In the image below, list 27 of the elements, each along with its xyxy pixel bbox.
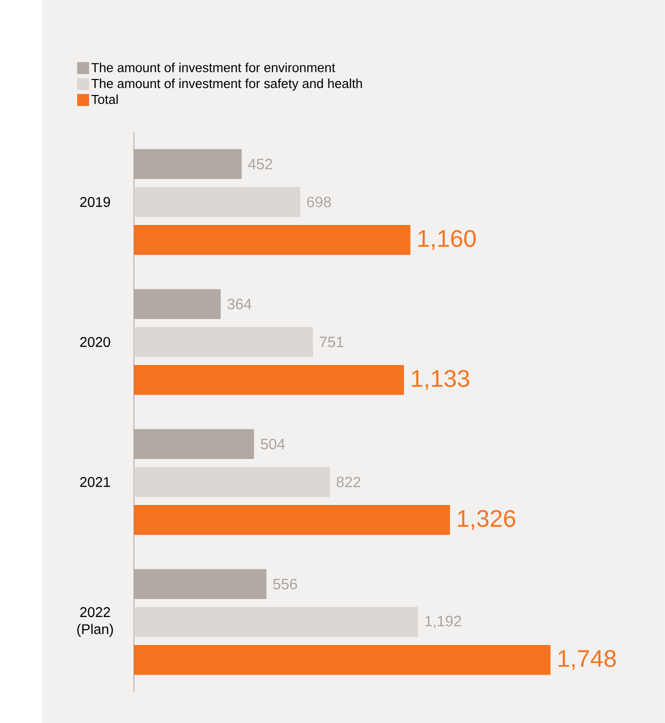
- y-tick-label: 2019: [80, 197, 110, 207]
- y-tick-label: 2022 (Plan): [77, 607, 113, 637]
- data-label: 504: [260, 438, 285, 450]
- data-label: 1,748: [558, 650, 616, 670]
- data-label: 1,192: [425, 616, 462, 628]
- data-label: 364: [227, 298, 252, 310]
- bar: [134, 644, 551, 675]
- data-label: 698: [307, 196, 331, 208]
- bar: [134, 504, 450, 535]
- y-tick-label: 2020: [80, 337, 110, 347]
- legend-label: The amount of investment for safety and health: [91, 78, 362, 91]
- data-label: 1,160: [418, 230, 476, 250]
- bar: [134, 187, 300, 217]
- legend-label: Total: [91, 94, 118, 104]
- legend-label: The amount of investment for environment: [91, 62, 336, 72]
- data-label: 556: [273, 578, 298, 590]
- y-tick-label: 2021: [80, 477, 110, 487]
- bar: [134, 327, 313, 357]
- data-label: 1,326: [458, 510, 516, 530]
- bar: [134, 607, 418, 637]
- data-label: 1,133: [412, 370, 470, 390]
- bar: [134, 364, 404, 395]
- bar: [134, 467, 330, 497]
- data-label: 822: [336, 476, 360, 488]
- data-label: 751: [320, 336, 344, 348]
- bar: [134, 224, 410, 255]
- data-label: 452: [248, 158, 272, 170]
